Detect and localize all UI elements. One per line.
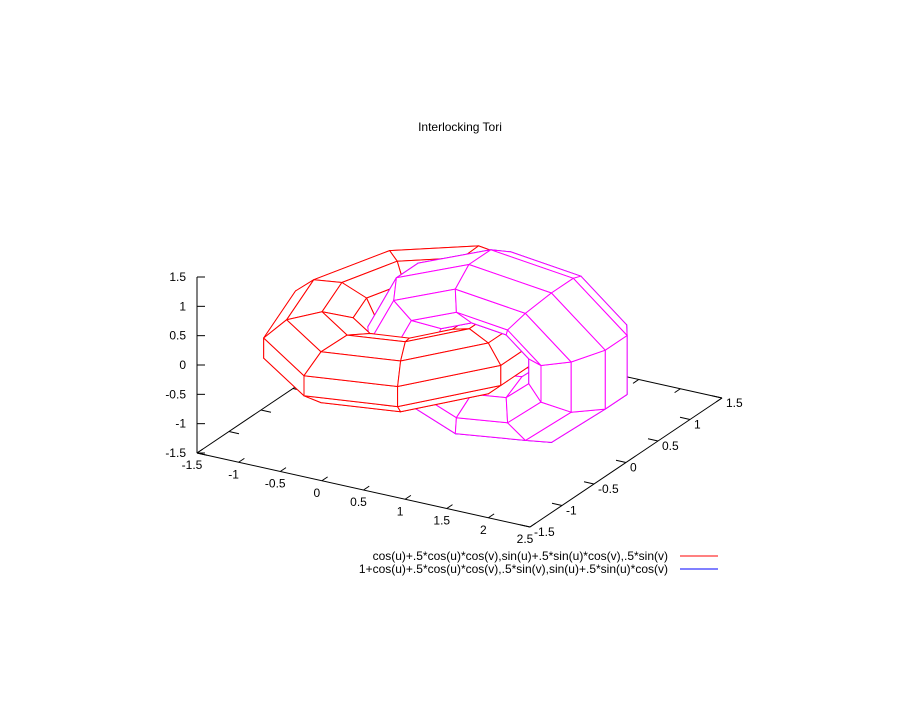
x-tick-label: 2 [480,523,487,537]
y-tick [551,502,563,506]
y-tick-label: -1.5 [534,525,555,539]
legend: cos(u)+.5*cos(u)*cos(v),sin(u)+.5*sin(u)… [359,549,718,576]
z-tick-label: 1.5 [169,270,186,284]
y-tick-label: 1.5 [726,396,743,410]
x-tick [196,448,204,454]
y-tick-label: 0 [630,461,637,475]
chart-title: Interlocking Tori [418,120,502,134]
x-tick-label: -1.5 [182,458,203,472]
y-tick [711,395,723,399]
y-tick [679,416,691,420]
y-tick-left [260,409,272,413]
z-tick-label: -1 [175,417,186,431]
y-tick-label: 0.5 [662,439,679,453]
x-tick-back [632,379,640,384]
y-tick-label: -1 [566,504,577,518]
x-tick-label: 0.5 [350,495,367,509]
x-tick-label: -1 [228,467,239,481]
x-tick [363,485,370,491]
x-tick [279,467,287,472]
torus-1-face [397,342,502,387]
x-tick-label: 2.5 [517,532,534,546]
x-tick-label: 1.5 [433,514,450,528]
x-tick-label: -0.5 [265,477,286,491]
x-tick [321,476,328,482]
legend-label-1: cos(u)+.5*cos(u)*cos(v),sin(u)+.5*sin(u)… [373,549,668,563]
legend-label-2: 1+cos(u)+.5*cos(u)*cos(v),.5*sin(v),sin(… [359,562,668,576]
y-tick [519,524,531,528]
x-tick [488,513,495,519]
x-tick [529,522,537,528]
x-tick [446,504,453,509]
x-tick-back [715,397,723,403]
z-tick-label: 0.5 [169,329,186,343]
surfaces [263,245,628,443]
z-tick-label: -0.5 [165,387,186,401]
y-tick-label: -0.5 [598,482,619,496]
y-tick-label: 1 [694,418,701,432]
y-tick [647,438,659,442]
x-tick-back [674,388,681,394]
z-tick-label: -1.5 [165,446,186,460]
y-tick [615,459,627,463]
torus-2-face [524,292,606,363]
z-tick-label: 1 [179,299,186,313]
y-tick-left [228,431,240,435]
x-tick-label: 1 [397,504,404,518]
y-tick [583,481,595,485]
x-tick [404,494,412,500]
x-tick [238,457,245,463]
z-tick-label: 0 [179,358,186,372]
x-tick-label: 0 [314,486,321,500]
